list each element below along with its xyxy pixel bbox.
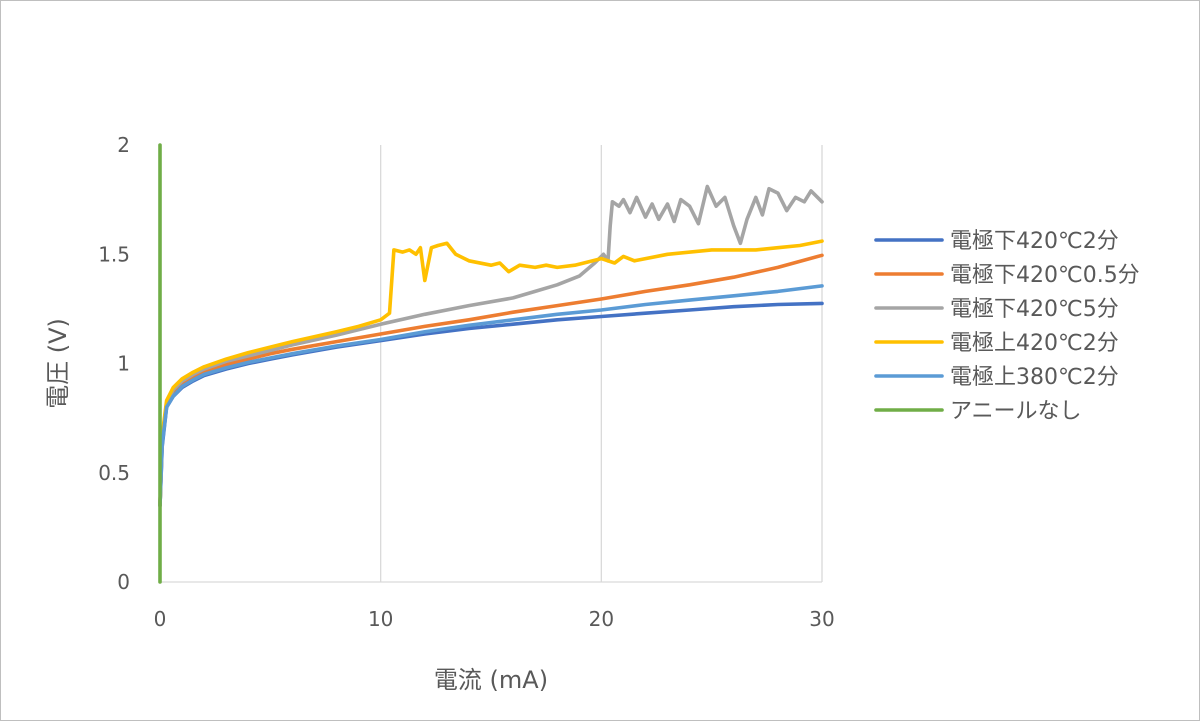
legend: 電極下420℃2分電極下420℃0.5分電極下420℃5分電極上420℃2分電極… [874, 229, 1140, 424]
y-tick-label: 2 [117, 133, 130, 157]
series-line-4 [158, 284, 824, 508]
y-tick-label: 1.5 [98, 242, 130, 266]
y-axis-title: 電圧 (V) [44, 318, 72, 409]
x-axis-title: 電流 (mA) [434, 666, 548, 694]
y-tick-label: 0.5 [98, 461, 130, 485]
y-tick-label: 0 [117, 570, 130, 594]
legend-label: 電極下420℃5分 [950, 297, 1119, 322]
series-line-2 [158, 184, 824, 508]
y-tick-label: 1 [117, 352, 130, 376]
series-line-0 [158, 301, 824, 508]
legend-label: 電極下420℃2分 [950, 229, 1119, 254]
gridlines [159, 145, 823, 583]
tick-labels: 0 10 20 30 0 0.5 1 1.5 2 [98, 133, 835, 631]
legend-label: 電極下420℃0.5分 [950, 263, 1140, 288]
legend-label: 電極上420℃2分 [950, 331, 1119, 356]
x-tick-label: 10 [368, 607, 393, 631]
x-tick-label: 30 [809, 607, 834, 631]
series-line-1 [158, 253, 824, 508]
legend-label: アニールなし [950, 399, 1082, 424]
legend-label: 電極上380℃2分 [950, 365, 1119, 390]
series-line-3 [158, 239, 824, 508]
x-tick-label: 20 [589, 607, 614, 631]
series-lines [158, 143, 824, 584]
x-tick-label: 0 [154, 607, 167, 631]
